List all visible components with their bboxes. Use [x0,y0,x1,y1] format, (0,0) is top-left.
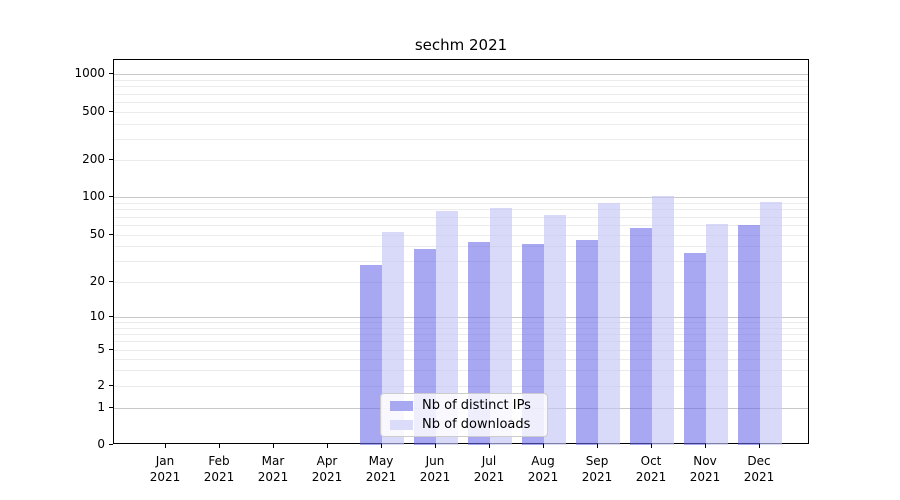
x-tick-mark-apr-2021 [326,444,328,448]
x-tick-label-aug-2021: Aug 2021 [527,454,559,484]
bar-downloads-nov-2021 [706,224,728,445]
x-tick-label-apr-2021: Apr 2021 [311,454,343,484]
y-tick-label-1000: 1000 [74,66,105,80]
x-tick-label-jul-2021: Jul 2021 [473,454,505,484]
x-tick-mark-aug-2021 [542,444,544,448]
y-tick-label-1: 1 [97,400,105,414]
x-tick-label-jun-2021: Jun 2021 [419,454,451,484]
gridline-y-5 [114,350,808,351]
gridline-y-500 [114,112,808,113]
x-tick-mark-feb-2021 [218,444,220,448]
y-tick-mark-1000 [109,72,113,74]
gridline-y-3 [114,370,808,372]
legend-item-distinct-ips: Nb of distinct IPs [390,398,538,413]
gridline-y-6 [114,341,808,343]
y-tick-mark-0 [109,443,113,445]
gridline-y-50 [114,235,808,236]
gridline-y-90 [114,202,808,204]
gridline-y-2 [114,386,808,387]
gridline-y-100 [114,197,808,198]
gridline-y-4 [114,358,808,360]
x-tick-mark-sep-2021 [596,444,598,448]
gridline-y-20 [114,282,808,283]
x-tick-label-oct-2021: Oct 2021 [635,454,667,484]
gridline-y-200 [114,160,808,161]
y-tick-mark-200 [109,158,113,160]
gridline-y-700 [114,93,808,95]
x-tick-mark-oct-2021 [650,444,652,448]
chart-title: sechm 2021 [414,36,508,54]
bar-downloads-oct-2021 [652,195,674,445]
plot-area: Nb of distinct IPs Nb of downloads [113,59,809,445]
y-tick-label-10: 10 [89,309,105,323]
legend-swatch-downloads [390,419,413,430]
bar-ips-nov-2021 [684,253,706,445]
y-tick-label-0: 0 [97,437,105,451]
bar-downloads-dec-2021 [760,202,782,445]
bar-ips-oct-2021 [630,227,652,445]
gridline-y-40 [114,246,808,248]
y-tick-mark-1 [109,406,113,408]
legend: Nb of distinct IPs Nb of downloads [380,393,548,437]
x-tick-label-feb-2021: Feb 2021 [203,454,235,484]
gridline-y-400 [114,123,808,125]
x-tick-mark-jul-2021 [488,444,490,448]
x-tick-mark-jan-2021 [164,444,166,448]
bar-downloads-sep-2021 [598,203,620,445]
x-tick-label-may-2021: May 2021 [365,454,397,484]
x-tick-mark-jun-2021 [434,444,436,448]
bar-downloads-aug-2021 [544,215,566,445]
gridline-y-8 [114,327,808,329]
legend-item-downloads: Nb of downloads [390,417,538,432]
gridline-y-80 [114,209,808,211]
bar-ips-sep-2021 [576,240,598,445]
y-tick-mark-2 [109,384,113,386]
y-tick-label-200: 200 [82,152,105,166]
gridline-y-30 [114,261,808,263]
x-tick-label-sep-2021: Sep 2021 [581,454,613,484]
y-tick-mark-5 [109,348,113,350]
x-tick-mark-dec-2021 [758,444,760,448]
x-tick-label-jan-2021: Jan 2021 [149,454,181,484]
y-tick-label-2: 2 [97,378,105,392]
y-tick-label-500: 500 [82,104,105,118]
bar-downloads-jul-2021 [490,207,512,445]
y-tick-mark-50 [109,233,113,235]
x-tick-mark-nov-2021 [704,444,706,448]
gridline-y-600 [114,102,808,103]
bar-ips-dec-2021 [738,225,760,445]
x-tick-label-dec-2021: Dec 2021 [743,454,775,484]
gridline-y-900 [114,79,808,81]
bar-downloads-may-2021 [382,231,404,445]
gridline-y-9 [114,322,808,324]
legend-label-downloads: Nb of downloads [422,417,531,432]
bar-downloads-jun-2021 [436,210,458,445]
y-tick-mark-20 [109,280,113,282]
y-tick-mark-10 [109,315,113,317]
y-tick-label-5: 5 [97,342,105,356]
legend-swatch-distinct-ips [390,400,413,411]
gridline-y-800 [114,86,808,88]
bar-ips-may-2021 [360,264,382,445]
y-tick-label-50: 50 [89,227,105,241]
y-tick-label-20: 20 [89,274,105,288]
gridline-y-70 [114,216,808,218]
y-tick-label-100: 100 [82,189,105,203]
y-tick-mark-100 [109,195,113,197]
gridline-y-60 [114,225,808,226]
x-tick-mark-may-2021 [380,444,382,448]
x-tick-mark-mar-2021 [272,444,274,448]
gridline-y-7 [114,333,808,335]
x-tick-label-mar-2021: Mar 2021 [257,454,289,484]
x-tick-label-nov-2021: Nov 2021 [689,454,721,484]
gridline-y-10 [114,317,808,318]
y-tick-mark-500 [109,110,113,112]
gridline-y-1000 [114,74,808,75]
legend-label-distinct-ips: Nb of distinct IPs [422,398,531,413]
gridline-y-300 [114,138,808,140]
